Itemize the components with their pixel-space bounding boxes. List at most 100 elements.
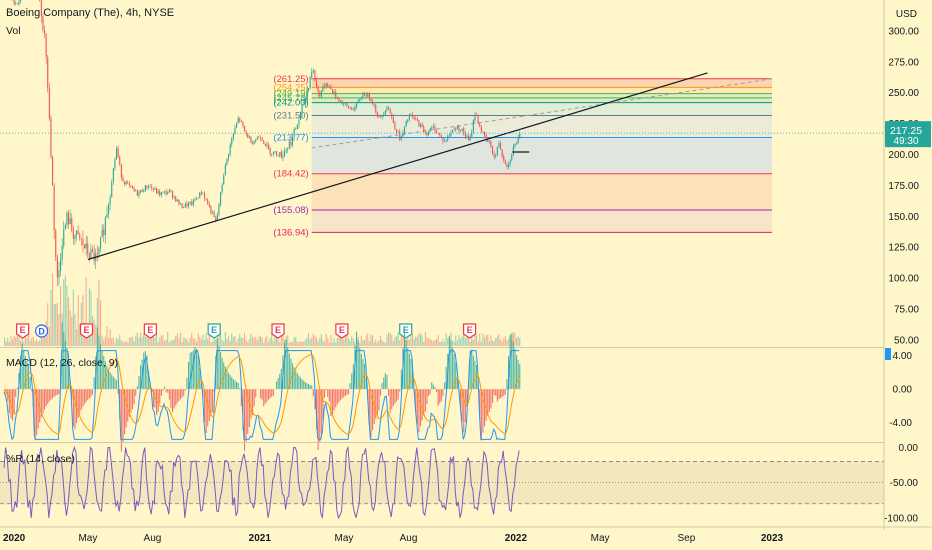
fib-level-label: (254.25)	[273, 82, 308, 93]
volume-bar	[31, 337, 33, 346]
earnings-badge[interactable]	[462, 323, 477, 339]
volume-bar	[144, 336, 146, 346]
earnings-badge[interactable]	[271, 323, 285, 339]
candle-body	[386, 107, 388, 111]
macd-histogram-bar	[341, 389, 343, 399]
earnings-badge[interactable]	[16, 323, 30, 339]
volume-bar	[346, 333, 348, 346]
last-price-value: 217.25	[890, 125, 922, 137]
macd-histogram-bar	[469, 350, 471, 390]
volume-bar	[212, 341, 214, 346]
macd-histogram-bar	[82, 389, 84, 407]
volume-bar	[271, 332, 273, 346]
macd-histogram-bar	[260, 389, 262, 399]
candle-body	[172, 191, 174, 198]
volume-bar	[352, 338, 354, 346]
earnings-badge[interactable]	[335, 323, 349, 339]
volume-bar	[93, 319, 95, 346]
candle-body	[431, 127, 433, 129]
macd-histogram-bar	[448, 336, 450, 390]
candle-body	[252, 143, 254, 144]
candle-body	[424, 132, 426, 133]
macd-histogram-bar	[255, 389, 257, 398]
volume-bar	[120, 339, 122, 346]
candle-body	[287, 147, 289, 150]
macd-histogram-bar	[368, 389, 370, 426]
volume-bar	[324, 341, 326, 346]
macd-histogram-bar	[40, 389, 42, 418]
candle-body	[88, 253, 90, 258]
volume-bar	[463, 332, 465, 346]
macd-histogram-bar	[207, 389, 209, 427]
volume-bar	[223, 341, 225, 346]
volume-bar	[82, 295, 84, 346]
volume-bar	[308, 332, 310, 346]
candle-body	[205, 198, 207, 200]
earnings-badge[interactable]	[79, 323, 94, 339]
macd-histogram-bar	[381, 383, 383, 390]
macd-histogram-bar	[383, 377, 385, 390]
volume-bar	[240, 337, 242, 346]
volume-bar	[327, 338, 329, 346]
volume-bar	[175, 336, 177, 346]
dividend-badge[interactable]	[34, 324, 49, 338]
volume-bar	[247, 342, 249, 346]
macd-histogram-bar	[114, 378, 116, 390]
last-price-tag[interactable]	[885, 121, 931, 148]
macd-histogram-bar	[455, 361, 457, 390]
candle-body	[356, 102, 358, 108]
candle-body	[460, 130, 462, 132]
williams-line	[3, 445, 520, 520]
macd-histogram-bar	[236, 381, 238, 390]
earnings-badge[interactable]	[207, 323, 221, 339]
candle-body	[404, 126, 406, 133]
candle-body	[173, 196, 175, 198]
earnings-badge[interactable]	[143, 323, 157, 339]
macd-histogram-bar	[429, 389, 431, 395]
candle-body	[245, 130, 247, 134]
trendline[interactable]	[87, 72, 708, 261]
volume-bar	[71, 316, 73, 346]
candle-body	[156, 188, 158, 194]
candle-body	[264, 143, 266, 146]
candle-body	[319, 92, 321, 97]
macd-tick-label: -4.00	[889, 418, 912, 429]
candle-body	[410, 114, 412, 116]
volume-bar	[400, 335, 402, 346]
candle-body	[372, 100, 374, 105]
macd-histogram-bar	[437, 389, 439, 406]
candle-body	[492, 147, 494, 155]
candle-body	[200, 192, 202, 194]
volume-bar	[340, 331, 342, 346]
volume-bar	[64, 275, 66, 346]
macd-histogram-bar	[210, 389, 212, 417]
volume-bar	[228, 336, 230, 346]
macd-histogram-bar	[389, 389, 391, 413]
macd-histogram-bar	[181, 389, 183, 398]
macd-histogram-bar	[474, 360, 476, 390]
fib-band	[311, 137, 772, 174]
macd-histogram-bar	[178, 389, 180, 402]
time-tick-label: 2021	[249, 533, 272, 544]
macd-histogram-bar	[248, 389, 250, 427]
macd-histogram-bar	[156, 389, 158, 415]
earnings-badge[interactable]	[399, 323, 413, 339]
volume-bar	[376, 342, 378, 346]
volume-bar	[60, 286, 62, 346]
volume-bar	[437, 335, 439, 346]
williams-tick-label: -100.00	[884, 513, 918, 524]
candle-body	[368, 93, 370, 100]
candle-body	[164, 191, 166, 192]
candle-body	[181, 203, 183, 208]
candle-body	[448, 135, 450, 137]
volume-bar	[20, 340, 22, 346]
macd-histogram-bar	[194, 347, 196, 390]
volume-bar	[191, 332, 193, 346]
candle-body	[167, 192, 169, 194]
volume-bar	[183, 337, 185, 346]
macd-tick-label: 4.00	[893, 351, 913, 362]
volume-bar	[125, 340, 127, 346]
candle-body	[48, 87, 50, 119]
macd-histogram-bar	[407, 347, 409, 390]
